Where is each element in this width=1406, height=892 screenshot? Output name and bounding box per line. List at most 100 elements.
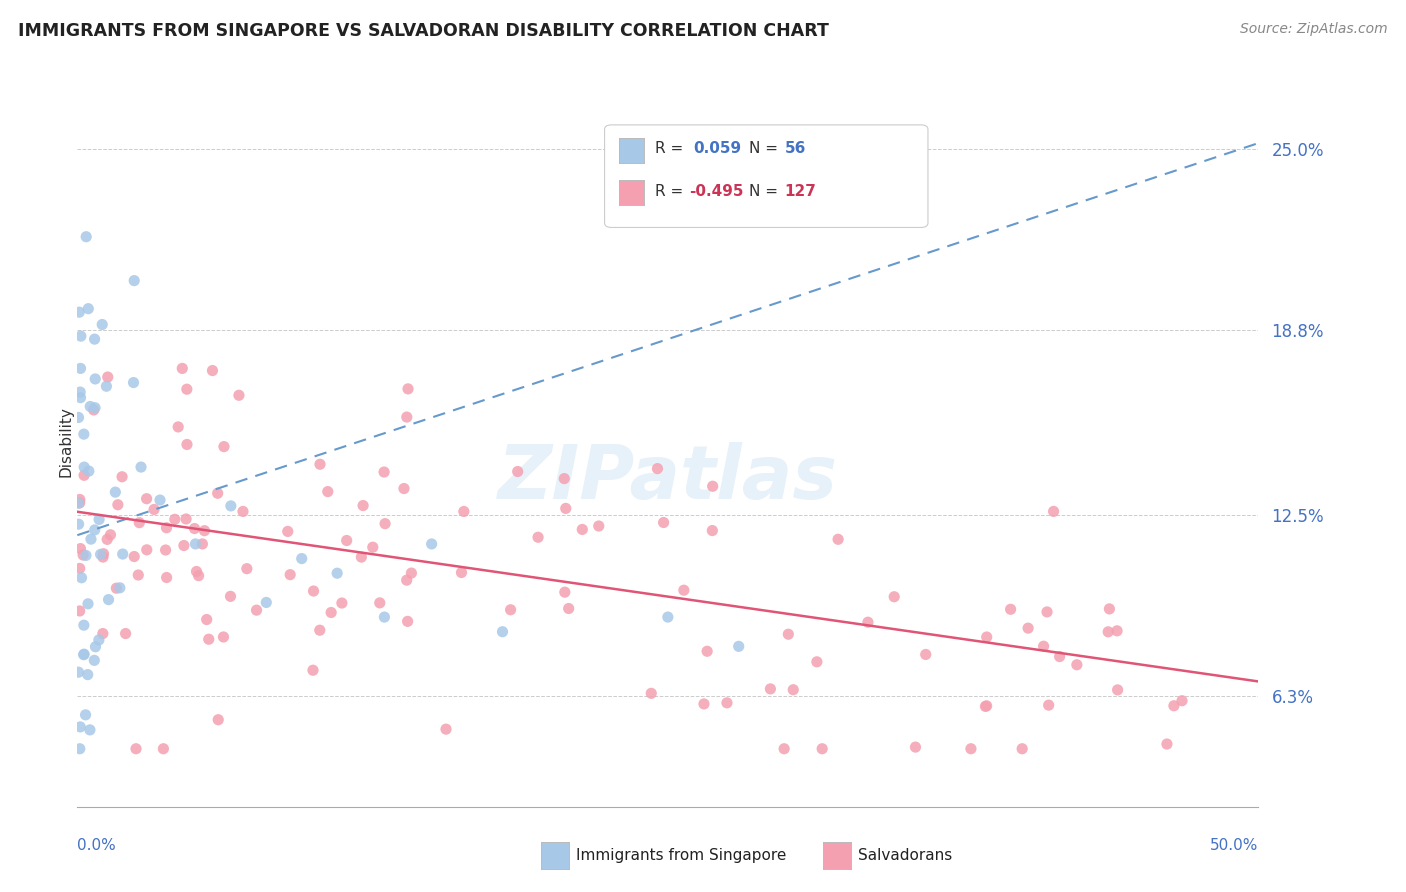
Point — [77, 301, 100, 316]
Point — [491, 624, 513, 639]
Point — [83, 653, 105, 667]
Point — [186, 565, 208, 579]
Point — [67, 305, 90, 319]
Point — [778, 627, 800, 641]
Point — [125, 741, 148, 756]
Point — [352, 499, 374, 513]
Text: Source: ZipAtlas.com: Source: ZipAtlas.com — [1240, 22, 1388, 37]
Point — [107, 498, 129, 512]
Y-axis label: Disability: Disability — [59, 406, 73, 477]
Text: N =: N = — [749, 142, 779, 156]
Point — [554, 501, 576, 516]
Point — [69, 492, 91, 507]
Text: 0.059: 0.059 — [693, 142, 741, 156]
Point — [806, 655, 828, 669]
Point — [219, 590, 242, 604]
Text: Immigrants from Singapore: Immigrants from Singapore — [576, 848, 787, 863]
Point — [727, 640, 749, 654]
Point — [122, 376, 145, 390]
Point — [69, 561, 91, 575]
Point — [553, 472, 575, 486]
Point — [129, 460, 152, 475]
Point — [1038, 698, 1060, 713]
Point — [73, 460, 96, 475]
Point — [114, 626, 136, 640]
Point — [155, 521, 177, 535]
Point — [652, 516, 675, 530]
Point — [693, 697, 716, 711]
Point — [1017, 621, 1039, 635]
Point — [228, 388, 250, 402]
Point — [128, 516, 150, 530]
Point — [156, 570, 179, 584]
Point — [122, 274, 145, 288]
Point — [330, 596, 353, 610]
Point — [187, 568, 209, 582]
Point — [702, 479, 724, 493]
Point — [1156, 737, 1178, 751]
Point — [401, 566, 423, 580]
Point — [856, 615, 879, 630]
Point — [1163, 698, 1185, 713]
Point — [73, 427, 96, 442]
Point — [77, 464, 100, 478]
Point — [97, 370, 120, 384]
Point — [91, 550, 114, 565]
Point — [1036, 605, 1059, 619]
Point — [105, 581, 128, 595]
Point — [108, 581, 131, 595]
Point — [207, 486, 229, 500]
Point — [1011, 741, 1033, 756]
Point — [499, 603, 522, 617]
Point — [976, 630, 998, 644]
Point — [914, 648, 936, 662]
Point — [811, 741, 834, 756]
Point — [80, 532, 103, 546]
Text: 56: 56 — [785, 142, 806, 156]
Point — [67, 665, 90, 680]
Point — [176, 437, 198, 451]
Text: 50.0%: 50.0% — [1211, 838, 1258, 853]
Point — [759, 681, 782, 696]
Point — [77, 597, 100, 611]
Point — [72, 648, 94, 662]
Point — [302, 584, 325, 599]
Point — [167, 420, 190, 434]
Point — [143, 502, 166, 516]
Point — [83, 403, 105, 417]
Point — [350, 550, 373, 565]
Point — [184, 537, 207, 551]
Text: 0.0%: 0.0% — [77, 838, 117, 853]
Point — [87, 512, 110, 526]
Point — [75, 229, 97, 244]
Point — [308, 624, 330, 638]
Point — [904, 740, 927, 755]
Point — [361, 540, 384, 554]
Point — [207, 713, 229, 727]
Point — [174, 512, 197, 526]
Point — [277, 524, 299, 539]
Point — [672, 583, 695, 598]
Point — [70, 571, 93, 585]
Point — [696, 644, 718, 658]
Point — [254, 595, 277, 609]
Point — [368, 596, 391, 610]
Text: R =: R = — [655, 142, 683, 156]
Point — [155, 543, 177, 558]
Point — [127, 568, 149, 582]
Point — [245, 603, 267, 617]
Point — [827, 533, 849, 547]
Point — [1042, 504, 1064, 518]
Point — [75, 549, 97, 563]
Point — [67, 410, 90, 425]
Text: Salvadorans: Salvadorans — [858, 848, 952, 863]
Point — [83, 332, 105, 346]
Point — [960, 741, 983, 756]
Point — [75, 707, 97, 722]
Point — [111, 547, 134, 561]
Point — [1097, 624, 1119, 639]
Point — [278, 567, 301, 582]
Point — [87, 632, 110, 647]
Point — [84, 372, 107, 386]
Point — [76, 667, 98, 681]
